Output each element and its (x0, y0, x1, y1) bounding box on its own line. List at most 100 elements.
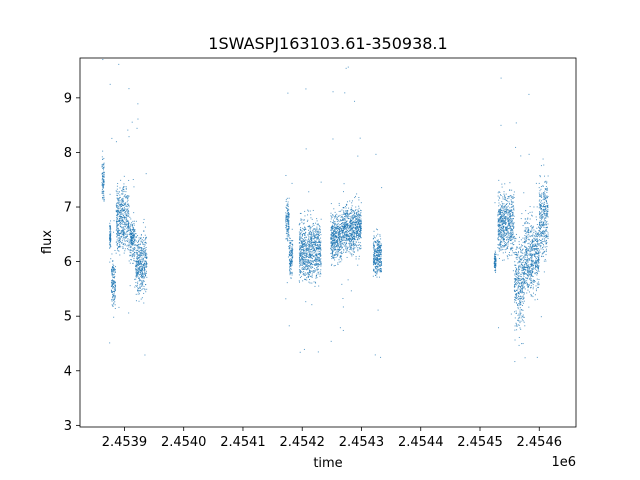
data-point (523, 300, 525, 302)
data-point (134, 254, 136, 256)
data-point (319, 231, 321, 233)
data-point (502, 212, 504, 214)
data-point (336, 213, 338, 215)
data-point (110, 236, 112, 238)
data-point (316, 275, 318, 277)
data-point (315, 257, 317, 259)
data-point (131, 121, 133, 123)
data-point (348, 207, 350, 209)
data-point (518, 243, 520, 245)
data-point (513, 207, 515, 209)
data-point (317, 254, 319, 256)
data-point (335, 241, 337, 243)
data-point (109, 242, 111, 244)
data-point (359, 237, 361, 239)
data-point (521, 252, 523, 254)
data-point (517, 256, 519, 258)
data-point (287, 239, 289, 241)
data-point (304, 251, 306, 253)
data-point (302, 255, 304, 257)
data-point (305, 266, 307, 268)
data-point (335, 253, 337, 255)
data-point (145, 261, 147, 263)
data-point (111, 269, 113, 271)
data-point (126, 203, 128, 205)
data-point (313, 268, 315, 270)
data-point (122, 191, 124, 193)
data-point (504, 222, 506, 224)
data-point (121, 211, 123, 213)
data-point (143, 280, 145, 282)
data-point (511, 209, 513, 211)
data-point (358, 199, 360, 201)
data-point (499, 209, 501, 211)
data-point (312, 249, 314, 251)
data-point (350, 238, 352, 240)
data-point (312, 271, 314, 273)
data-point (307, 241, 309, 243)
data-point (103, 172, 105, 174)
data-point (500, 195, 502, 196)
data-point (344, 222, 346, 224)
data-point (134, 241, 136, 243)
data-point (358, 255, 360, 257)
data-point (113, 270, 115, 272)
data-point (318, 248, 320, 250)
data-point (111, 285, 113, 287)
data-point (510, 215, 512, 217)
data-point (514, 283, 516, 285)
data-point (495, 258, 497, 260)
data-point (352, 223, 354, 225)
data-point (333, 243, 335, 245)
data-point (341, 230, 343, 232)
data-point (291, 271, 293, 273)
data-point (376, 261, 378, 263)
data-point (346, 220, 348, 222)
data-point (289, 260, 291, 262)
data-point (141, 289, 143, 291)
data-point (517, 281, 519, 283)
data-point (126, 219, 128, 221)
data-point (316, 238, 318, 240)
data-point (340, 246, 342, 248)
data-point (357, 229, 359, 231)
data-point (127, 222, 129, 224)
data-point (300, 242, 302, 244)
data-point (138, 288, 140, 290)
data-point (354, 235, 356, 237)
data-point (318, 241, 320, 243)
data-point (332, 250, 334, 252)
data-point (315, 244, 317, 246)
data-point (341, 259, 343, 261)
data-point (127, 249, 129, 251)
data-point (311, 248, 313, 250)
data-point (516, 258, 518, 260)
data-point (498, 239, 500, 241)
data-point (131, 236, 133, 238)
data-point (126, 215, 128, 217)
data-point (304, 237, 306, 239)
data-point (340, 248, 342, 250)
data-point (116, 239, 118, 241)
data-point (517, 279, 519, 281)
data-point (114, 294, 116, 296)
data-point (132, 238, 134, 240)
data-point (497, 215, 499, 217)
data-point (301, 235, 303, 237)
data-point (308, 226, 310, 228)
data-point (510, 200, 512, 202)
data-point (501, 215, 503, 217)
data-point (135, 262, 137, 264)
data-point (117, 200, 119, 202)
data-point (114, 282, 116, 284)
data-point (377, 266, 379, 268)
data-point (346, 240, 348, 242)
data-point (302, 246, 304, 248)
data-point (314, 244, 316, 246)
data-point (143, 268, 145, 270)
data-point (142, 275, 144, 277)
data-point (331, 243, 333, 245)
data-point (317, 351, 319, 353)
data-point (501, 212, 503, 214)
data-point (102, 59, 104, 61)
